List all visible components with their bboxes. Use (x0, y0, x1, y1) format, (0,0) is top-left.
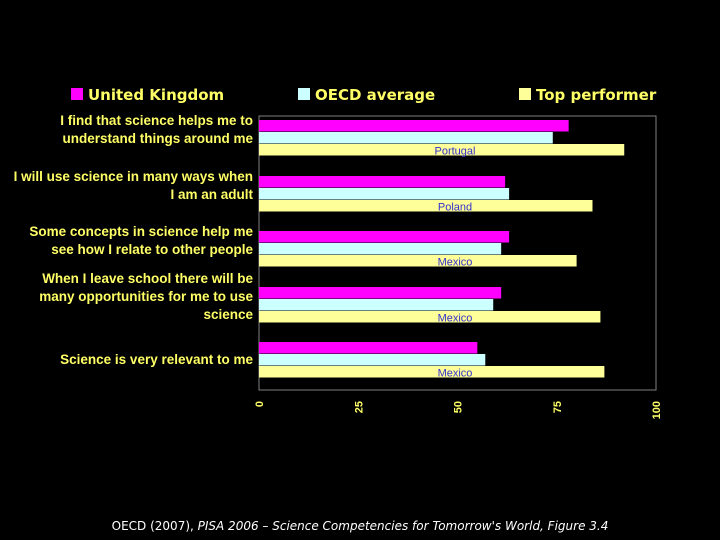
x-tick-label-75: 75 (552, 401, 564, 413)
top-performer-label-1: Portugal (435, 146, 476, 158)
category-label-line: I am an adult (170, 187, 253, 202)
legend-label-oecd-average: OECD average (315, 86, 435, 104)
bar-oecd-average-2 (259, 188, 510, 200)
category-labels: I find that science helps me to understan… (14, 113, 254, 367)
x-tick-label-0: 0 (254, 401, 266, 407)
category-label-line: science (203, 307, 253, 322)
bar-oecd-average-5 (259, 354, 486, 366)
top-performer-label-4: Mexico (438, 313, 473, 325)
top-performer-label-5: Mexico (438, 368, 473, 380)
category-label-line: Some concepts in science help me (29, 224, 253, 239)
x-tick-label-100: 100 (651, 401, 663, 419)
bar-united-kingdom-3 (259, 231, 510, 243)
bar-united-kingdom-5 (259, 342, 478, 354)
category-label-line: see how I relate to other people (51, 242, 253, 257)
bar-oecd-average-1 (259, 132, 553, 144)
bar-united-kingdom-2 (259, 176, 506, 188)
bars (259, 120, 625, 378)
top-performer-label-2: Poland (438, 202, 472, 214)
top-performer-labels: Portugal Poland Mexico Mexico Mexico (435, 146, 476, 380)
bar-top-performer-4 (259, 311, 601, 323)
source-citation: OECD (2007), PISA 2006 – Science Compete… (0, 519, 720, 533)
category-label-line: many opportunities for me to use (39, 289, 253, 304)
top-performer-label-3: Mexico (438, 257, 473, 269)
legend-swatch-top-performer (519, 88, 531, 100)
x-tick-label-50: 50 (453, 401, 465, 413)
citation-title: PISA 2006 – Science Competencies for Tom… (197, 519, 609, 533)
bar-top-performer-5 (259, 366, 605, 378)
category-label-line: Science is very relevant to me (60, 352, 253, 367)
category-label-line: When I leave school there will be (42, 271, 253, 286)
bar-oecd-average-3 (259, 243, 502, 255)
category-label-line: I find that science helps me to (60, 113, 253, 128)
category-label-5: Science is very relevant to me (60, 352, 253, 367)
bar-united-kingdom-1 (259, 120, 569, 132)
legend-swatch-united-kingdom (71, 88, 83, 100)
category-label-2: I will use science in many ways when I am… (14, 169, 254, 202)
bar-top-performer-2 (259, 200, 593, 212)
category-label-line: I will use science in many ways when (14, 169, 253, 184)
bar-united-kingdom-4 (259, 287, 502, 299)
x-tick-label-25: 25 (353, 401, 365, 413)
category-label-1: I find that science helps me to understan… (60, 113, 253, 146)
category-label-4: When I leave school there will be many op… (39, 271, 253, 322)
bar-top-performer-1 (259, 144, 625, 156)
legend-swatch-oecd-average (298, 88, 310, 100)
category-label-3: Some concepts in science help me see how … (29, 224, 253, 257)
x-axis-ticks: 0 25 50 75 100 (254, 401, 663, 419)
legend-label-united-kingdom: United Kingdom (88, 86, 224, 104)
citation-prefix: OECD (2007), (111, 519, 198, 533)
category-label-line: understand things around me (62, 131, 253, 146)
legend-label-top-performer: Top performer (536, 86, 657, 104)
bar-oecd-average-4 (259, 299, 494, 311)
bar-top-performer-3 (259, 255, 577, 267)
legend: United Kingdom OECD average Top performer (71, 86, 657, 104)
